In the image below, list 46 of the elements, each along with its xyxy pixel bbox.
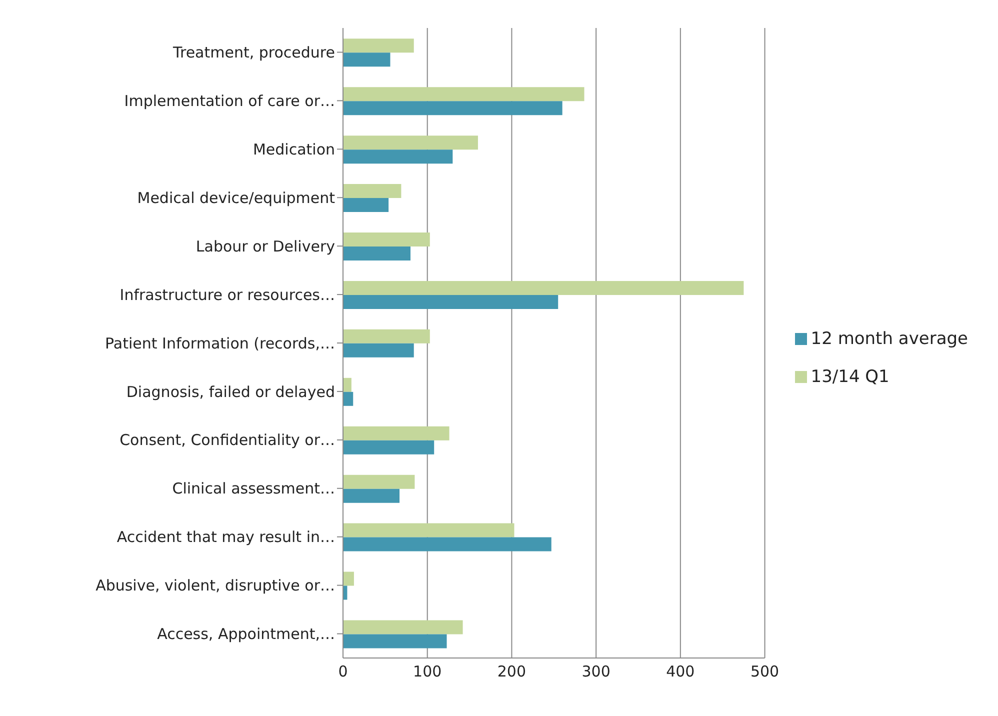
bar xyxy=(343,426,450,440)
bar xyxy=(343,474,415,489)
y-tick-label: Consent, Confidentiality or… xyxy=(120,431,335,450)
x-tick-label: 500 xyxy=(750,662,780,681)
legend-label: 12 month average xyxy=(810,329,968,349)
bar xyxy=(343,136,478,150)
y-tick-label: Clinical assessment… xyxy=(172,480,335,498)
bar xyxy=(343,620,463,634)
y-tick-label: Treatment, procedure xyxy=(172,44,335,62)
bar xyxy=(343,343,414,358)
bar xyxy=(343,572,354,586)
x-tick-label: 0 xyxy=(338,662,348,681)
y-tick-label: Medical device/equipment xyxy=(137,188,336,207)
y-tick-label: Medication xyxy=(252,140,335,158)
bar xyxy=(343,329,430,344)
x-tick-label: 400 xyxy=(666,662,695,681)
y-tick-label: Accident that may result in… xyxy=(116,528,335,546)
y-tick-label: Infrastructure or resources… xyxy=(120,286,335,304)
bar xyxy=(343,52,390,67)
bar xyxy=(343,488,400,503)
bar xyxy=(343,523,514,538)
bar xyxy=(343,87,584,102)
bar xyxy=(343,101,562,116)
bar xyxy=(343,537,552,552)
y-tick-label: Labour or Delivery xyxy=(196,237,336,256)
bar xyxy=(343,634,447,648)
x-tick-label: 300 xyxy=(582,662,610,681)
bar xyxy=(343,392,354,406)
bar xyxy=(343,280,744,295)
y-tick-label: Access, Appointment,… xyxy=(157,625,335,644)
bar xyxy=(343,184,402,198)
y-tick-label: Patient Information (records,… xyxy=(105,334,335,352)
bar xyxy=(343,198,389,212)
y-tick-label: Implementation of care or… xyxy=(124,92,335,110)
bar xyxy=(343,246,410,261)
y-tick-label: Diagnosis, failed or delayed xyxy=(126,382,335,401)
bar xyxy=(343,294,558,309)
bar xyxy=(343,440,434,454)
bar xyxy=(343,150,453,164)
bar xyxy=(343,378,352,392)
x-tick-label: 200 xyxy=(497,662,526,681)
legend-label: 13/14 Q1 xyxy=(810,367,890,387)
bar xyxy=(343,38,414,53)
y-tick-label: Abusive, violent, disruptive or… xyxy=(96,576,335,595)
x-tick-label: 100 xyxy=(413,662,442,681)
bar xyxy=(343,232,430,247)
